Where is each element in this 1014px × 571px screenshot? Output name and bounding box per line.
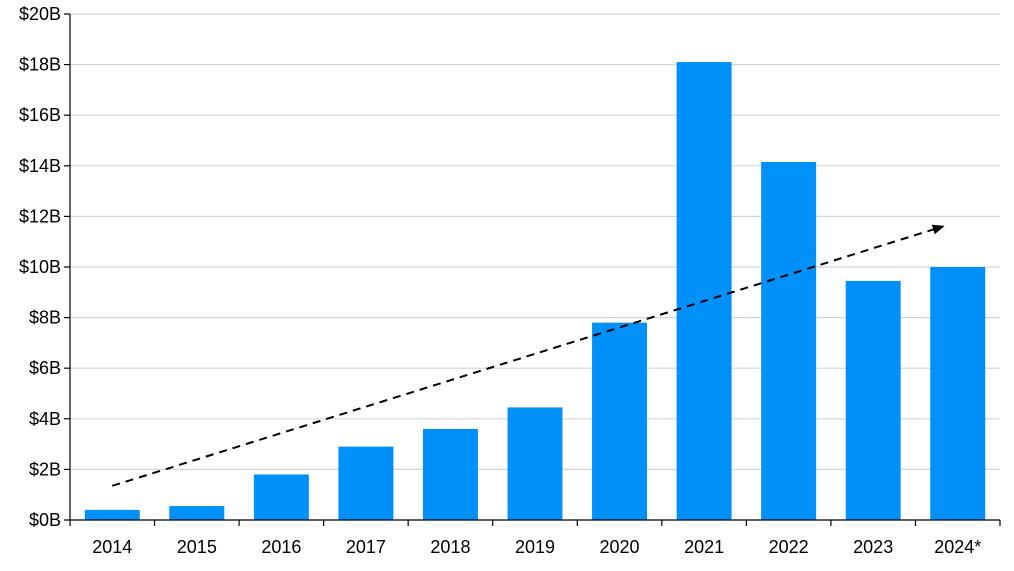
- bar-2021: [676, 62, 732, 520]
- bar-2019: [507, 407, 563, 520]
- y-tick-label: $20B: [19, 4, 61, 24]
- bar-2016: [253, 474, 309, 520]
- x-tick-label: 2014: [92, 537, 132, 557]
- bar-2014: [84, 509, 140, 520]
- axes: [64, 13, 1001, 526]
- x-tick-label: 2015: [177, 537, 217, 557]
- tick-labels: $0B $2B $4B $6B $8B $10B $12B $14B $16B $18B $20B 2…: [19, 4, 981, 557]
- bar-2023: [845, 280, 901, 520]
- x-tick-label: 2020: [600, 537, 640, 557]
- y-tick-label: $14B: [19, 156, 61, 176]
- x-tick-label: 2016: [261, 537, 301, 557]
- x-tick-label: 2024*: [934, 537, 981, 557]
- y-tick-label: $8B: [29, 308, 61, 328]
- y-tick-label: $10B: [19, 257, 61, 277]
- y-tick-label: $6B: [29, 358, 61, 378]
- bars: [84, 62, 986, 520]
- y-tick-label: $2B: [29, 459, 61, 479]
- x-tick-label: 2021: [684, 537, 724, 557]
- bar-2022: [761, 162, 817, 520]
- x-tick-label: 2023: [853, 537, 893, 557]
- x-tick-label: 2017: [346, 537, 386, 557]
- bar-2018: [422, 428, 478, 520]
- x-tick-label: 2018: [430, 537, 470, 557]
- trend-arrow-line: [111, 224, 945, 487]
- y-tick-label: $12B: [19, 206, 61, 226]
- y-tick-label: $0B: [29, 510, 61, 530]
- gridlines: [70, 13, 1000, 470]
- x-tick-label: 2019: [515, 537, 555, 557]
- x-tick-label: 2022: [769, 537, 809, 557]
- y-tick-label: $4B: [29, 409, 61, 429]
- bar-2020: [592, 322, 648, 520]
- bar-2017: [338, 446, 394, 520]
- y-tick-label: $18B: [19, 55, 61, 75]
- bar-2024: [930, 267, 986, 520]
- bar-2015: [169, 506, 225, 520]
- y-tick-label: $16B: [19, 105, 61, 125]
- trend-arrow: [111, 224, 945, 487]
